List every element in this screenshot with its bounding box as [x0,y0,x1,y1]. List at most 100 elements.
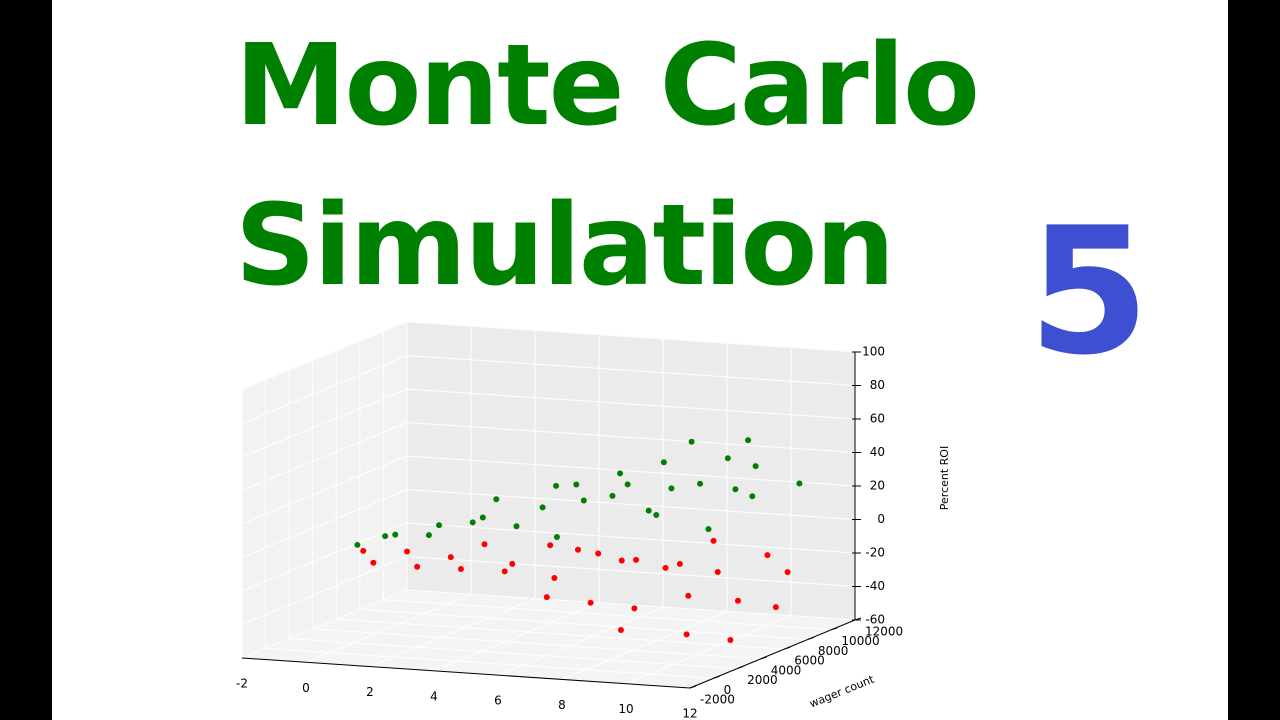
grid-line [305,593,472,663]
point [697,480,704,487]
grid-line [406,489,856,520]
grid-line [406,355,856,386]
point [749,493,756,500]
point [553,533,560,540]
grid-line [383,599,832,631]
point [580,497,587,504]
point [617,627,624,634]
x-tick-label: -2 [236,677,248,691]
point [727,636,734,643]
x-tick-label: 2 [366,685,374,699]
point [469,519,476,526]
point [618,557,625,564]
grid-line [241,455,408,525]
grid-line [336,618,785,650]
grid-line [406,522,856,554]
point [685,592,692,599]
point [425,532,432,539]
x-tick-label: 6 [494,694,502,708]
point [631,605,638,612]
grid-line [406,589,856,621]
point [360,547,367,554]
z-tick-label: 40 [870,445,885,459]
grid-line [289,638,738,670]
grid-line [241,355,408,424]
grid-line [265,647,714,679]
point [447,554,454,561]
grid-line [241,489,408,558]
grid-line [406,321,856,353]
point [553,482,560,489]
z-tick-label: 20 [870,479,885,493]
y-tick-label: 12000 [865,625,903,639]
grid-line [625,615,792,685]
point [414,563,421,570]
axis-line [689,619,856,689]
episode-number: 5 [1028,191,1150,394]
grid-line [241,522,408,592]
point [404,548,411,555]
y-tick-label: 8000 [818,644,849,658]
point [653,511,660,518]
grid-line [561,610,728,680]
point [633,556,640,563]
point [543,594,550,601]
point [764,552,771,559]
point [574,546,581,553]
point [547,542,554,549]
grid-line [312,628,761,660]
grid-line [241,388,408,458]
point [660,459,667,466]
point [436,522,443,529]
point [501,568,508,575]
point [734,597,741,604]
grid-line [406,422,856,453]
point [796,480,803,487]
point [705,526,712,533]
point [587,599,594,606]
y-tick-label: 0 [724,683,732,697]
point [609,492,616,499]
x-tick-label: 0 [302,681,310,695]
point [513,523,520,530]
y-tick-label: -2000 [700,693,735,707]
z-tick-label: 0 [877,512,885,526]
point [668,485,675,492]
point [539,504,546,511]
point [509,560,516,567]
x-tick-label: 8 [558,698,566,712]
point [573,481,580,488]
grid-line [497,606,664,676]
grid-line [241,422,408,491]
x-tick-label: 4 [430,689,438,703]
y-tick-label: 4000 [771,663,802,677]
point [493,496,500,503]
z-tick-label: -60 [865,613,885,627]
point [772,604,779,611]
point [382,533,389,540]
x-tick-label: 10 [618,702,633,716]
grid-line [241,556,408,625]
title-line: Simulation [235,181,895,311]
z-tick-label: 60 [870,412,885,426]
y-tick-label: 2000 [747,673,778,687]
grid-line [241,589,408,659]
title-line: Monte Carlo [235,21,980,151]
point [617,470,624,477]
z-axis-label: Percent ROI [938,446,951,510]
axis-line [241,657,691,689]
grid-line [433,602,600,672]
grid-line [359,608,808,640]
z-tick-label: -40 [865,579,885,593]
point [354,541,361,548]
point [714,568,721,575]
point [784,569,791,576]
point [683,631,690,638]
point [645,507,652,514]
z-tick-label: -20 [865,546,885,560]
x-tick-label: 12 [682,707,697,720]
point [688,438,695,445]
point [595,550,602,557]
